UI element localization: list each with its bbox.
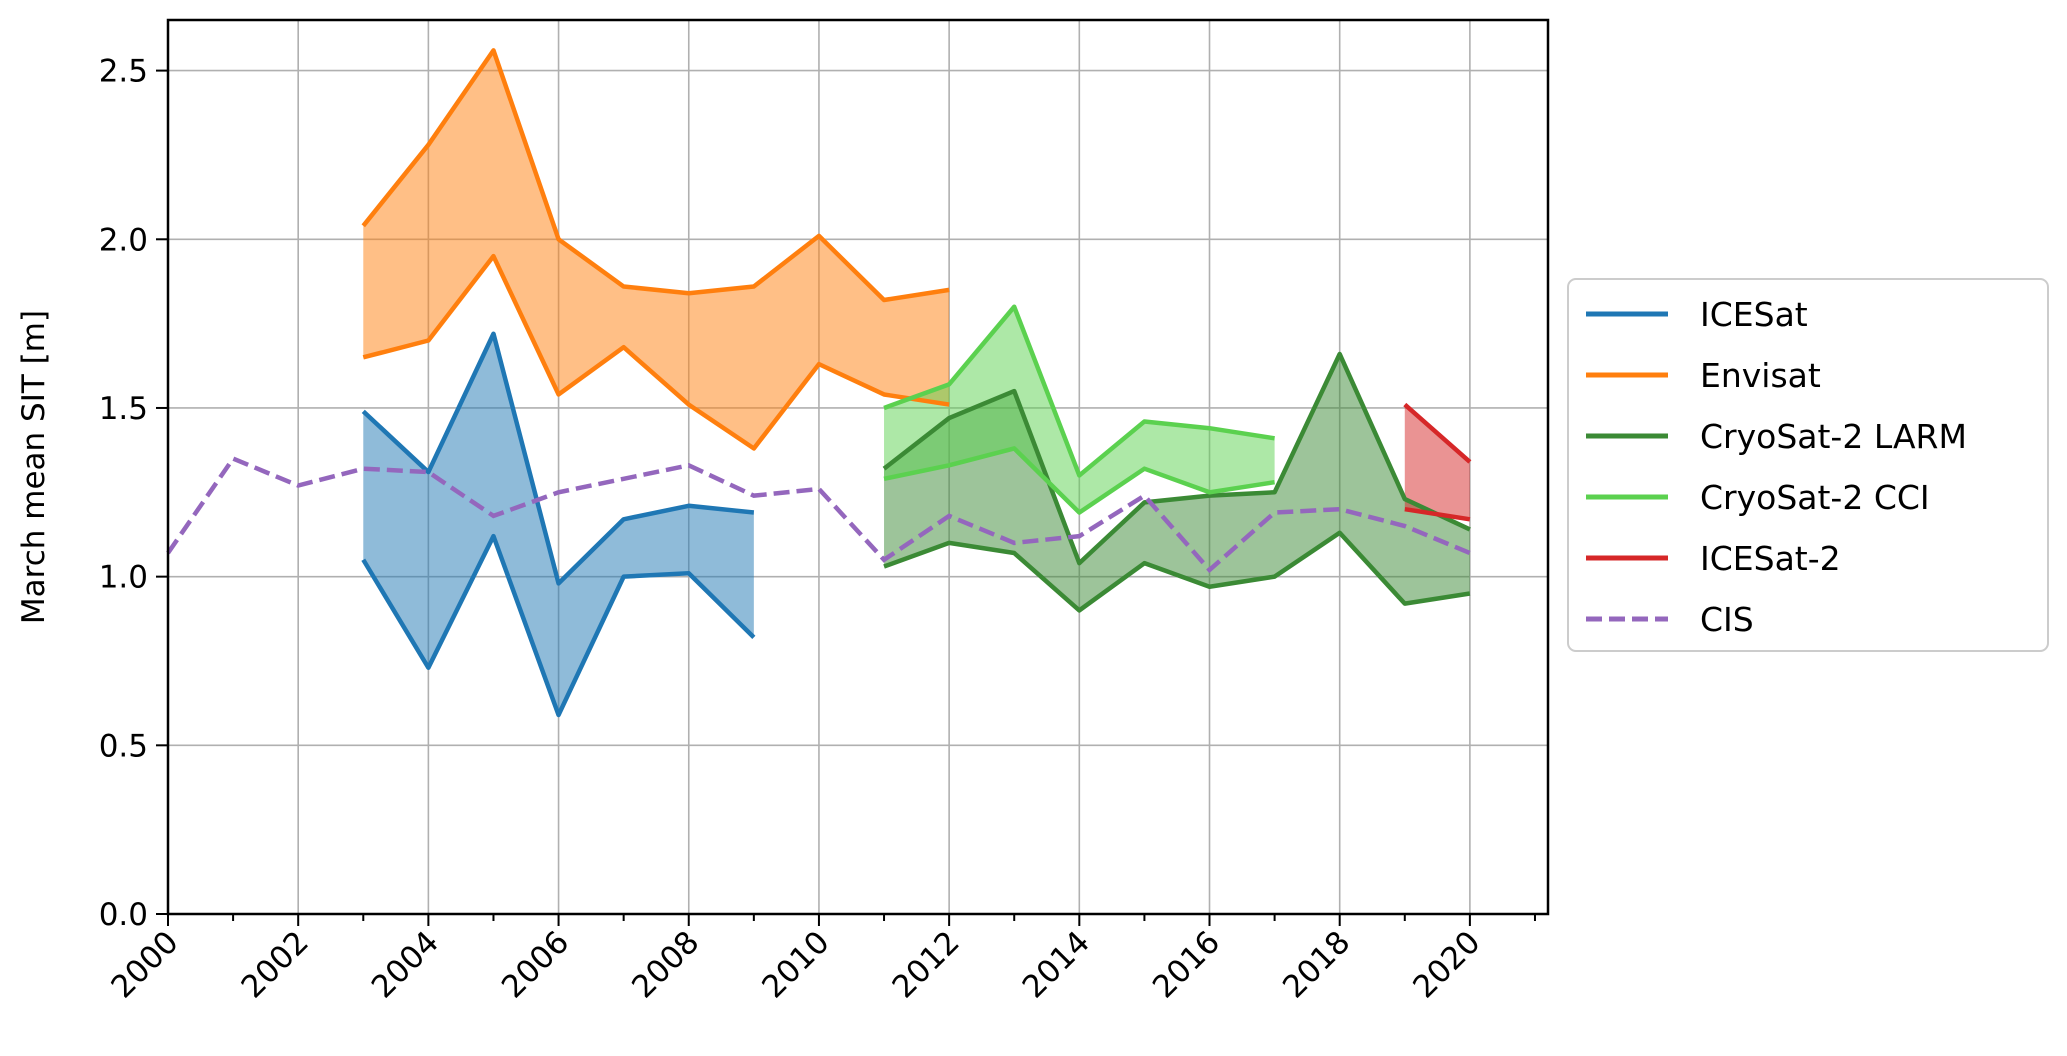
legend-label-icesat-2: ICESat-2 <box>1700 539 1841 578</box>
x-axis-ticks: 2000 2002 2004 2006 2008 2010 2012 2014 2016 2018… <box>104 914 1536 1005</box>
x-tick-label: 2000 <box>104 924 185 1005</box>
y-axis-ticks: 0.0 0.5 1.0 1.5 2.0 2.5 <box>99 54 168 933</box>
x-tick-label: 2002 <box>235 924 316 1005</box>
y-tick-label: 2.5 <box>99 54 148 90</box>
series-band-cryosat-2-larm <box>884 353 1470 611</box>
x-tick-label: 2006 <box>495 924 576 1005</box>
series-band-cryosat-2-cci <box>884 306 1275 513</box>
series-line-envisat-upper <box>361 48 950 303</box>
x-tick-label: 2016 <box>1146 924 1227 1005</box>
legend-label-cis: CIS <box>1700 600 1754 639</box>
x-tick-label: 2008 <box>625 924 706 1005</box>
series-line-envisat-lower <box>362 253 950 451</box>
plot-frame <box>166 18 1550 916</box>
series-lines <box>166 48 1472 718</box>
x-tick-label: 2010 <box>755 924 836 1005</box>
series-line-icesat-lower <box>361 533 756 718</box>
x-tick-label: 2004 <box>365 924 446 1005</box>
y-tick-label: 2.0 <box>99 222 148 258</box>
series-line-icesat-2-lower <box>1404 506 1471 522</box>
legend-label-cryosat-2-cci: CryoSat-2 CCI <box>1700 478 1930 517</box>
series-line-cis <box>166 455 1471 574</box>
y-axis-label: March mean SIT [m] <box>16 310 52 624</box>
legend-label-cryosat-2-larm: CryoSat-2 LARM <box>1700 417 1967 456</box>
series-band-envisat <box>363 50 950 449</box>
series-line-cryosat-2-larm-lower <box>883 530 1471 613</box>
x-tick-label: 2018 <box>1276 924 1357 1005</box>
x-tick-label: 2014 <box>1016 924 1097 1005</box>
series-line-cryosat-2-cci-upper <box>883 304 1275 478</box>
y-tick-label: 1.5 <box>99 391 148 427</box>
y-tick-label: 0.0 <box>99 897 148 933</box>
series-fills <box>363 50 1470 715</box>
series-line-icesat-upper <box>361 331 755 586</box>
x-tick-label: 2012 <box>886 924 967 1005</box>
series-band-icesat <box>363 333 754 715</box>
y-tick-label: 0.5 <box>99 728 148 764</box>
legend-label-envisat: Envisat <box>1700 356 1821 395</box>
series-line-cryosat-2-cci-lower <box>883 446 1275 515</box>
series-line-cryosat-2-larm-upper <box>882 351 1471 566</box>
series-band-icesat-2 <box>1404 404 1470 520</box>
series-line-icesat-2-upper <box>1403 402 1472 464</box>
legend: ICESat Envisat CryoSat-2 LARM CryoSat-2 CCI… <box>1567 278 2049 652</box>
y-tick-label: 1.0 <box>99 560 148 596</box>
legend-box <box>1567 278 2049 652</box>
x-tick-label: 2020 <box>1406 924 1487 1005</box>
legend-label-icesat: ICESat <box>1700 295 1808 334</box>
